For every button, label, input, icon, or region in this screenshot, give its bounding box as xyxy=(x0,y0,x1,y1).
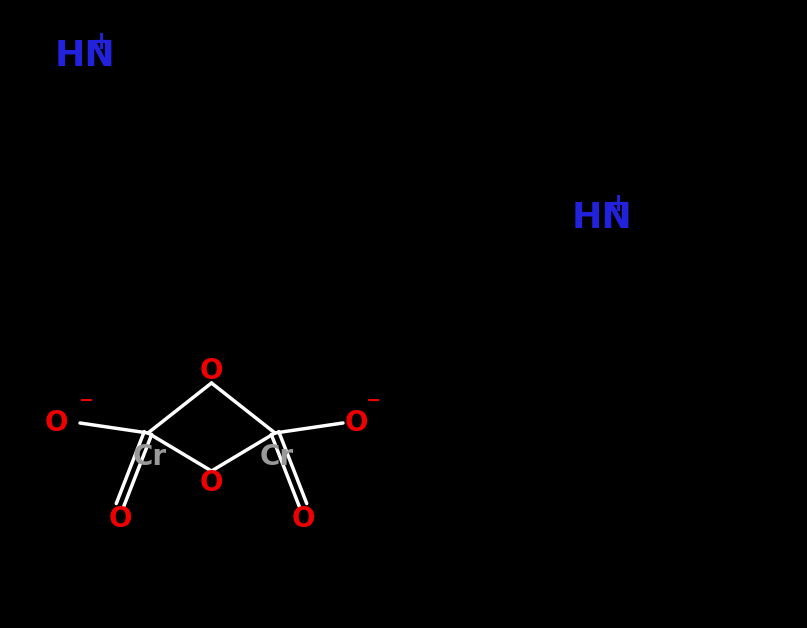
Text: O: O xyxy=(44,409,68,437)
Text: −: − xyxy=(365,392,380,410)
Text: Cr: Cr xyxy=(260,443,294,471)
Text: +: + xyxy=(90,30,111,54)
Text: O: O xyxy=(345,409,369,437)
Text: HN: HN xyxy=(55,39,115,73)
Text: O: O xyxy=(200,357,224,385)
Text: Cr: Cr xyxy=(133,443,167,471)
Text: +: + xyxy=(607,192,628,215)
Text: HN: HN xyxy=(572,201,633,235)
Text: O: O xyxy=(108,505,132,533)
Text: O: O xyxy=(291,505,315,533)
Text: O: O xyxy=(200,469,224,497)
Text: −: − xyxy=(78,392,93,410)
